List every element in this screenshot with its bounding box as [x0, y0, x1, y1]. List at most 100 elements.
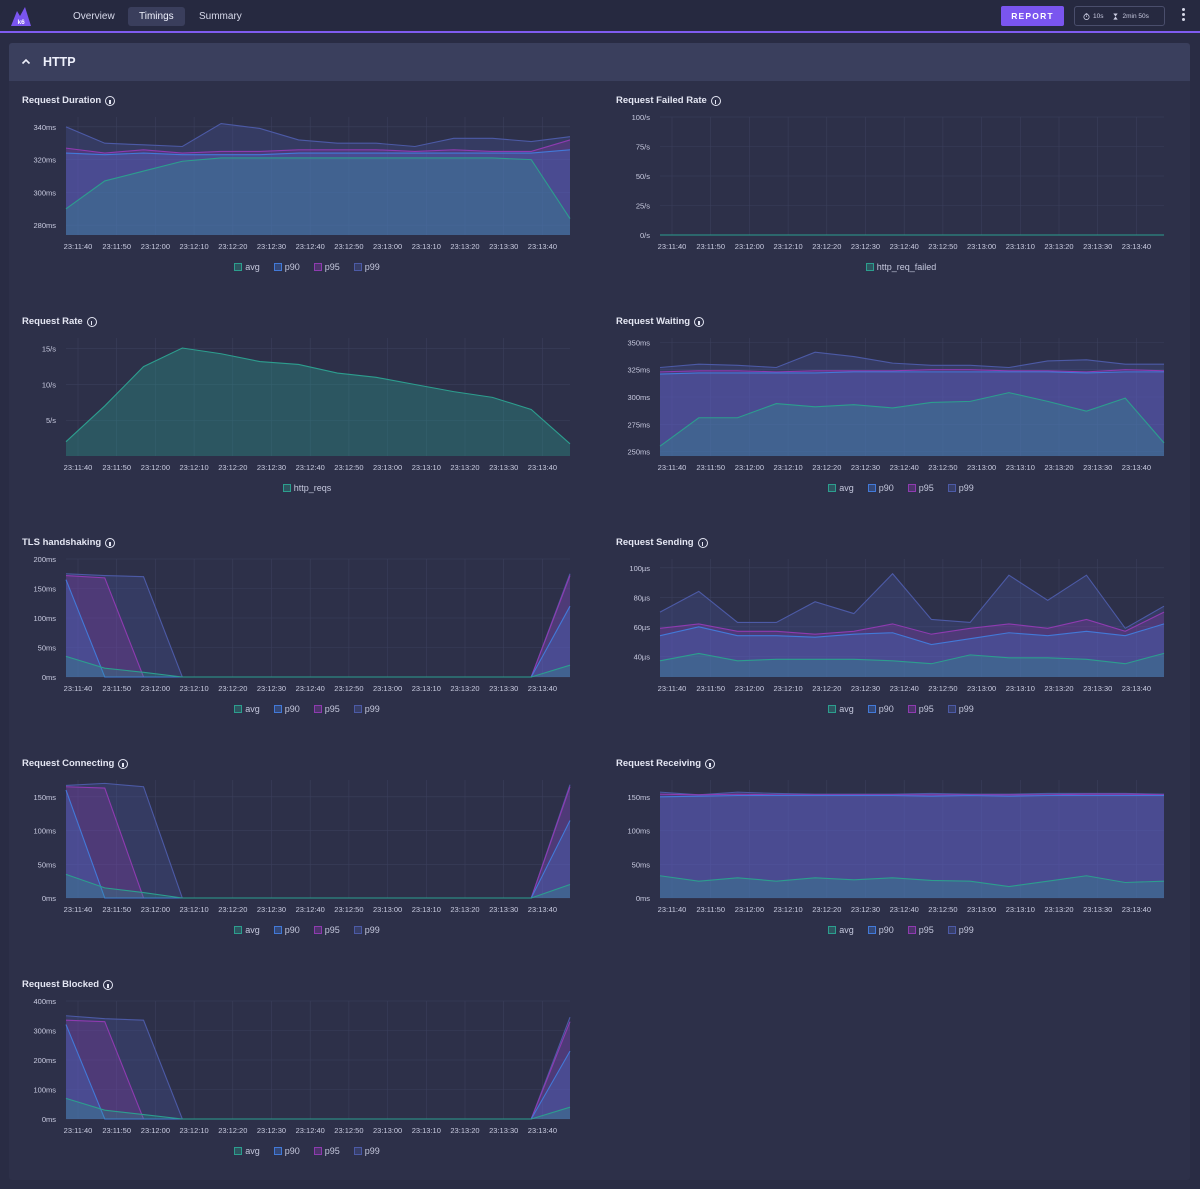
legend-item-p90[interactable]: p90 — [867, 483, 894, 493]
chart-title-text: Request Waiting — [616, 316, 691, 327]
x-tick-label: 23:11:40 — [658, 684, 687, 693]
y-tick-label: 350ms — [627, 338, 650, 347]
legend-item-p99[interactable]: p99 — [947, 925, 974, 935]
x-tick-label: 23:11:40 — [64, 684, 93, 693]
legend-item-p90[interactable]: p90 — [273, 704, 300, 714]
y-tick-label: 300ms — [33, 188, 56, 197]
info-icon[interactable] — [697, 537, 708, 548]
legend-item-p95[interactable]: p95 — [313, 704, 340, 714]
info-icon[interactable] — [705, 758, 715, 769]
legend-item-p90[interactable]: p90 — [273, 262, 300, 272]
y-tick-label: 340ms — [33, 123, 56, 132]
legend-item-p95[interactable]: p95 — [313, 262, 340, 272]
stopwatch-icon — [1083, 12, 1090, 20]
legend-item-http-req-failed[interactable]: http_req_failed — [865, 262, 936, 272]
legend-item-p90[interactable]: p90 — [273, 925, 300, 935]
legend-item-avg[interactable]: avg — [828, 483, 854, 493]
x-tick-label: 23:13:10 — [1006, 905, 1035, 914]
x-tick-label: 23:13:00 — [373, 905, 402, 914]
x-tick-label: 23:12:00 — [735, 463, 764, 472]
info-icon[interactable] — [103, 979, 114, 990]
legend-item-p90[interactable]: p90 — [867, 704, 894, 714]
info-icon[interactable] — [118, 758, 129, 769]
info-icon[interactable] — [694, 316, 705, 327]
x-tick-label: 23:12:30 — [851, 463, 880, 472]
legend-item-p95[interactable]: p95 — [907, 925, 934, 935]
legend-item-p99[interactable]: p99 — [947, 704, 974, 714]
legend-item-http-reqs[interactable]: http_reqs — [282, 483, 331, 493]
legend-swatch — [947, 484, 956, 492]
series-area-p95 — [66, 1020, 570, 1119]
legend-item-p95[interactable]: p95 — [907, 704, 934, 714]
x-tick-label: 23:11:50 — [102, 684, 131, 693]
legend-label: p90 — [878, 925, 894, 935]
legend-label: p95 — [918, 483, 934, 493]
x-tick-label: 23:12:00 — [735, 242, 764, 251]
chart-plot: 200ms 150ms 100ms 50ms 0ms 23:11:40 23:11:50 23… — [33, 555, 571, 693]
x-tick-label: 23:13:40 — [528, 1126, 557, 1135]
series-line-avg — [65, 655, 571, 678]
chart-legend: avg p90 p95 p99 — [616, 925, 1186, 935]
legend-item-avg[interactable]: avg — [234, 1146, 260, 1156]
legend-label: p90 — [284, 1146, 300, 1156]
legend-item-p99[interactable]: p99 — [353, 1146, 380, 1156]
chart-plot: 400ms 300ms 200ms 100ms 0ms 23:11:40 23:11:50 2… — [33, 997, 571, 1135]
tab-summary[interactable]: Summary — [199, 11, 242, 22]
report-button[interactable]: REPORT — [1001, 6, 1064, 26]
legend-item-p90[interactable]: p90 — [273, 1146, 300, 1156]
chart-plot: 100/s 75/s 50/s 25/s 0/s 23:11:40 23:11:50 23:1… — [632, 113, 1164, 251]
legend-item-avg[interactable]: avg — [234, 262, 260, 272]
y-tick-label: 400ms — [33, 997, 56, 1006]
legend-label: p95 — [918, 704, 934, 714]
legend-label: avg — [245, 925, 260, 935]
y-tick-label: 150ms — [33, 793, 56, 802]
info-icon[interactable] — [105, 95, 116, 106]
info-icon[interactable] — [105, 537, 116, 548]
y-tick-label: 0ms — [42, 894, 56, 903]
tab-timings[interactable]: Timings — [128, 7, 185, 26]
legend-item-p99[interactable]: p99 — [947, 483, 974, 493]
legend-item-p99[interactable]: p99 — [353, 925, 380, 935]
legend-label: p99 — [958, 925, 974, 935]
legend-item-avg[interactable]: avg — [234, 925, 260, 935]
k6-logo[interactable]: k6 — [10, 5, 32, 27]
legend-item-p95[interactable]: p95 — [907, 483, 934, 493]
x-tick-label: 23:12:30 — [257, 1126, 286, 1135]
series-line-avg — [659, 875, 1165, 888]
info-icon[interactable] — [86, 316, 97, 327]
legend-item-avg[interactable]: avg — [828, 925, 854, 935]
x-tick-label: 23:13:40 — [1122, 242, 1151, 251]
series-area-p95 — [66, 139, 570, 235]
legend-item-p95[interactable]: p95 — [313, 925, 340, 935]
x-tick-label: 23:13:20 — [450, 1126, 479, 1135]
legend-item-p90[interactable]: p90 — [867, 925, 894, 935]
legend-swatch — [273, 1147, 282, 1155]
time-settings[interactable]: 10s 2min 50s — [1074, 6, 1165, 26]
chart-title-text: Request Rate — [22, 316, 83, 327]
series-area-p99 — [66, 1015, 570, 1119]
tab-overview[interactable]: Overview — [73, 11, 115, 22]
legend-item-avg[interactable]: avg — [828, 704, 854, 714]
legend-label: avg — [839, 483, 854, 493]
x-tick-label: 23:13:00 — [373, 684, 402, 693]
legend-swatch — [907, 926, 916, 934]
legend-item-p95[interactable]: p95 — [313, 1146, 340, 1156]
legend-item-avg[interactable]: avg — [234, 704, 260, 714]
legend-item-p99[interactable]: p99 — [353, 704, 380, 714]
legend-label: p95 — [324, 262, 340, 272]
legend-swatch — [273, 926, 282, 934]
legend-swatch — [828, 926, 837, 934]
http-section-header[interactable]: HTTP — [9, 43, 1190, 81]
period-value: 10s — [1093, 12, 1104, 20]
legend-swatch — [353, 1147, 362, 1155]
info-icon[interactable] — [710, 95, 721, 106]
legend-swatch — [353, 263, 362, 271]
legend-item-p99[interactable]: p99 — [353, 262, 380, 272]
chart-request-sending: Request Sending 100µs 80µs 60µs 40µs 23:11:40… — [616, 537, 1186, 747]
x-tick-label: 23:12:30 — [851, 242, 880, 251]
x-tick-label: 23:12:00 — [141, 463, 170, 472]
x-tick-label: 23:12:20 — [218, 242, 247, 251]
more-menu-icon[interactable] — [1178, 8, 1188, 26]
x-tick-label: 23:12:30 — [851, 684, 880, 693]
x-tick-label: 23:12:20 — [218, 1126, 247, 1135]
